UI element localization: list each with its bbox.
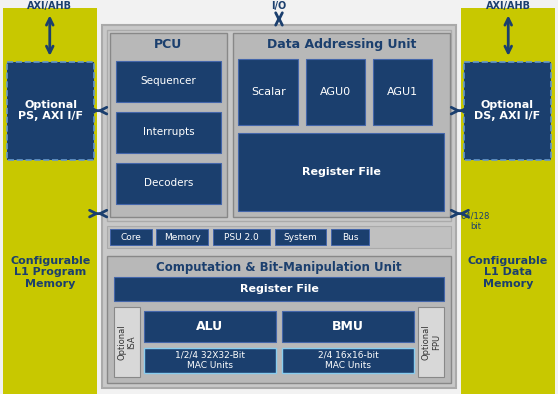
Text: Bus: Bus — [342, 232, 358, 242]
Bar — [143, 310, 276, 342]
Text: Data Addressing Unit: Data Addressing Unit — [267, 39, 416, 52]
Text: Optional
FPU: Optional FPU — [421, 324, 441, 360]
Text: Computation & Bit-Manipulation Unit: Computation & Bit-Manipulation Unit — [156, 261, 402, 274]
Text: AGU1: AGU1 — [387, 87, 418, 97]
Bar — [464, 61, 551, 160]
Bar — [418, 307, 444, 377]
Text: AXI/AHB: AXI/AHB — [27, 1, 72, 11]
Text: Optional
DS, AXI I/F: Optional DS, AXI I/F — [474, 100, 540, 121]
Bar — [331, 229, 369, 245]
Text: Scalar: Scalar — [251, 87, 286, 97]
Bar — [107, 30, 451, 221]
Bar — [114, 307, 140, 377]
Bar — [143, 348, 276, 374]
Text: Register File: Register File — [302, 167, 381, 177]
Bar — [116, 163, 221, 204]
Bar — [156, 229, 208, 245]
Text: Sequencer: Sequencer — [141, 76, 196, 86]
Bar — [373, 59, 432, 125]
Bar — [275, 229, 326, 245]
Text: Interrupts: Interrupts — [142, 127, 194, 137]
Text: 64/128
bit: 64/128 bit — [461, 212, 490, 231]
Bar — [233, 33, 450, 217]
Text: Memory: Memory — [164, 232, 200, 242]
Text: ALU: ALU — [196, 320, 223, 333]
Text: Decoders: Decoders — [143, 178, 193, 188]
Bar — [213, 229, 270, 245]
Text: Optional
PS, AXI I/F: Optional PS, AXI I/F — [18, 100, 83, 121]
Bar — [3, 8, 97, 394]
Text: PSU 2.0: PSU 2.0 — [224, 232, 259, 242]
Bar — [116, 112, 221, 153]
Bar — [461, 8, 555, 394]
Text: System: System — [284, 232, 318, 242]
Bar — [306, 59, 365, 125]
Bar — [102, 25, 456, 388]
Bar — [114, 277, 444, 301]
Bar — [107, 256, 451, 383]
Bar — [116, 61, 221, 102]
Bar — [282, 310, 415, 342]
Text: Configurable
L1 Program
Memory: Configurable L1 Program Memory — [10, 256, 90, 289]
Bar — [107, 226, 451, 248]
Text: PCU: PCU — [154, 39, 182, 52]
Bar — [238, 133, 444, 211]
Text: Configurable
L1 Data
Memory: Configurable L1 Data Memory — [468, 256, 548, 289]
Text: Core: Core — [121, 232, 141, 242]
Text: 1/2/4 32X32-Bit
MAC Units: 1/2/4 32X32-Bit MAC Units — [175, 351, 245, 370]
Text: Register File: Register File — [239, 284, 319, 294]
Text: BMU: BMU — [332, 320, 364, 333]
Text: 2/4 16x16-bit
MAC Units: 2/4 16x16-bit MAC Units — [318, 351, 378, 370]
Bar — [110, 229, 152, 245]
Text: I/O: I/O — [271, 1, 287, 11]
Bar — [110, 33, 227, 217]
Text: AGU0: AGU0 — [320, 87, 351, 97]
Bar — [282, 348, 415, 374]
Text: AXI/AHB: AXI/AHB — [486, 1, 531, 11]
Bar — [7, 61, 94, 160]
Bar — [238, 59, 298, 125]
Text: Optional
ISA: Optional ISA — [117, 324, 137, 360]
